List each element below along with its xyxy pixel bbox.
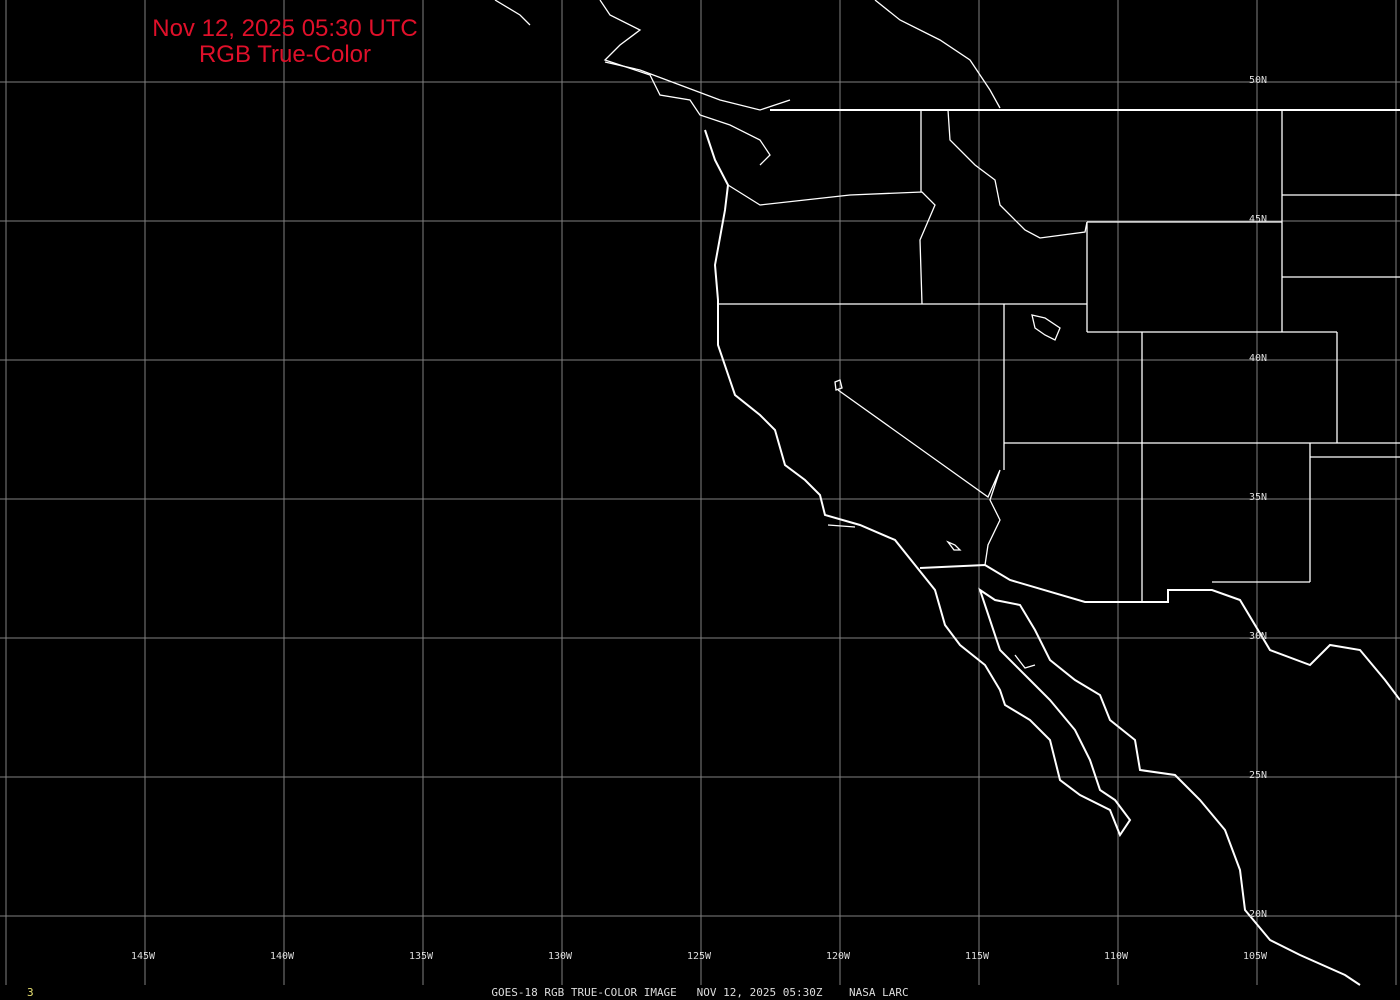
lon-label: 105W [1243,951,1268,962]
lat-label: 30N [1249,631,1268,642]
ca-nv-border [837,389,1001,566]
image-caption: GOES-18 RGB TRUE-COLOR IMAGE NOV 12, 202… [491,986,909,999]
lon-label: 145W [131,951,156,962]
lon-label: 135W [409,951,434,962]
title-datetime: Nov 12, 2025 05:30 UTC [152,15,418,42]
lon-label: 125W [687,951,712,962]
channel-islands [827,524,856,528]
salton-sea [946,540,962,551]
great-salt-lake [1031,314,1061,341]
canada-coast [599,0,771,166]
lon-label: 130W [548,951,573,962]
lat-label: 40N [1249,353,1268,364]
wa-or-border [727,184,936,305]
gulf-islands [1014,654,1036,669]
us-west-coast [704,129,1361,986]
frame-number: 3 [27,986,34,999]
lon-label: 120W [826,951,851,962]
lat-label: 45N [1249,214,1268,225]
lat-label: 35N [1249,492,1268,503]
us-mexico-border [919,563,1400,701]
lon-label: 115W [965,951,990,962]
lon-label: 140W [270,951,295,962]
canada-interior-border [874,0,1001,109]
lake-tahoe [834,379,843,391]
lat-label: 50N [1249,75,1268,86]
coastlines-and-borders [494,0,1400,986]
vancouver-island [604,61,791,111]
lon-label: 110W [1104,951,1129,962]
title-product: RGB True-Color [198,41,372,68]
lat-label: 25N [1249,770,1268,781]
lat-label: 20N [1249,909,1268,920]
bc-mainland-coast [494,0,531,26]
id-mt-border [947,109,1088,239]
